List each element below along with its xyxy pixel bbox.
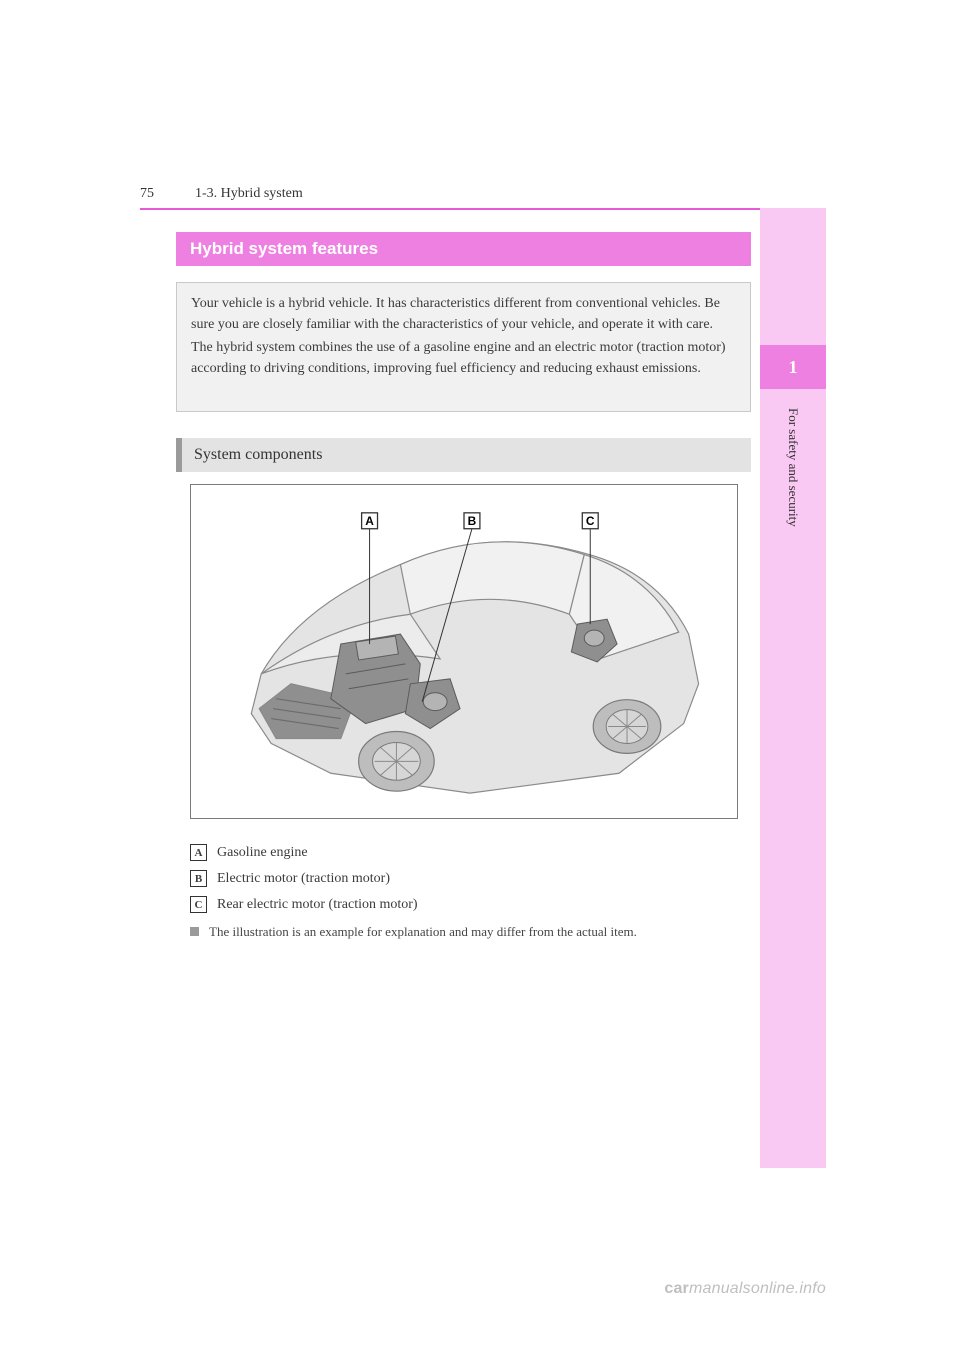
intro-box: Your vehicle is a hybrid vehicle. It has… [176, 282, 751, 412]
callout-a-letter: A [365, 514, 374, 528]
callout-b-letter: B [468, 514, 477, 528]
breadcrumb: 1-3. Hybrid system [195, 186, 303, 202]
component-note-text: The illustration is an example for expla… [209, 920, 637, 944]
component-b-row: B Electric motor (traction motor) [190, 866, 738, 892]
component-a-row: A Gasoline engine [190, 840, 738, 866]
watermark-rest: manualsonline.info [689, 1280, 826, 1297]
chapter-label-wrap: For safety and security [760, 404, 826, 804]
callout-boxes: A B C [362, 513, 599, 529]
label-box-c: C [190, 896, 207, 913]
intro-p1: Your vehicle is a hybrid vehicle. It has… [191, 293, 736, 335]
rear-wheel-icon [593, 700, 661, 754]
label-box-a: A [190, 844, 207, 861]
page-number: 75 [140, 186, 154, 202]
car-body-icon [251, 542, 698, 793]
component-c-row: C Rear electric motor (traction motor) [190, 892, 738, 918]
note-bullet-icon [190, 927, 199, 936]
component-list: A Gasoline engine B Electric motor (trac… [190, 840, 738, 944]
watermark: carmanualsonline.info [664, 1280, 826, 1298]
callout-c-letter: C [586, 514, 595, 528]
section-heading: System components [176, 438, 751, 472]
header-rule [140, 208, 760, 210]
component-note-row: The illustration is an example for expla… [190, 920, 738, 944]
page-title: Hybrid system features [176, 232, 751, 266]
watermark-bold: car [664, 1280, 689, 1297]
label-box-b: B [190, 870, 207, 887]
front-wheel-icon [359, 732, 435, 792]
component-a-text: Gasoline engine [217, 840, 308, 866]
component-c-text: Rear electric motor (traction motor) [217, 892, 418, 918]
component-b-text: Electric motor (traction motor) [217, 866, 390, 892]
chapter-number: 1 [760, 345, 826, 389]
system-components-diagram: A B C [190, 484, 738, 819]
intro-p2: The hybrid system combines the use of a … [191, 337, 736, 379]
chapter-label: For safety and security [785, 404, 801, 527]
